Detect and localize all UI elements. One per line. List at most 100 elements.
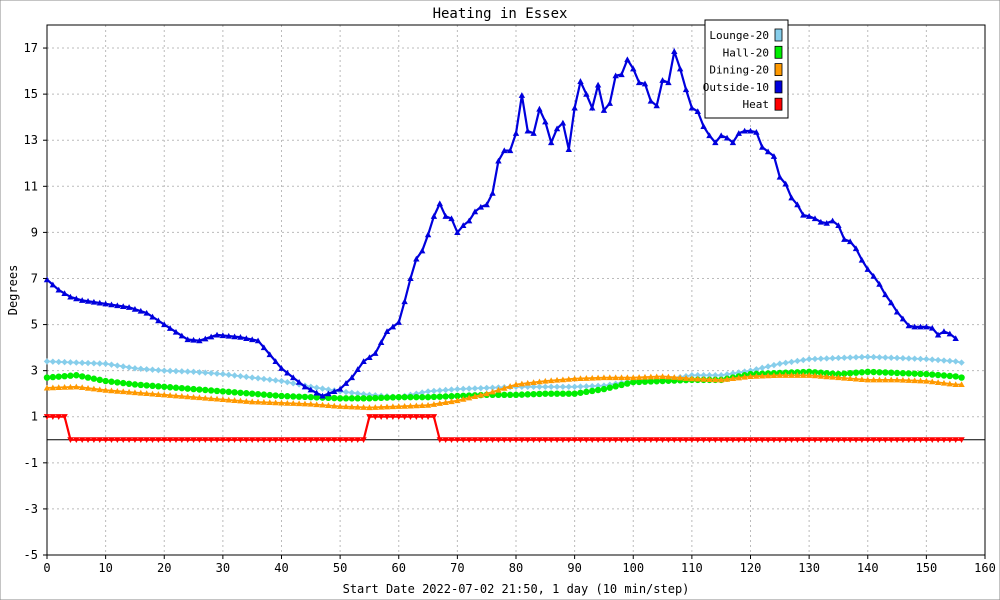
data-point-dining-20 — [858, 376, 866, 382]
data-point-heat — [846, 437, 854, 443]
data-point-heat — [372, 414, 379, 420]
data-point-hall-20 — [131, 381, 139, 388]
y-tick-label: 15 — [24, 87, 38, 101]
data-point-lounge-20 — [342, 388, 350, 396]
data-point-lounge-20 — [864, 353, 871, 361]
y-tick-label: 9 — [31, 225, 38, 239]
data-point-outside-10 — [278, 365, 285, 371]
data-point-outside-10 — [295, 378, 303, 385]
data-point-outside-10 — [536, 105, 543, 112]
data-point-dining-20 — [647, 373, 655, 380]
data-point-outside-10 — [67, 293, 74, 300]
data-point-hall-20 — [899, 369, 907, 377]
data-point-hall-20 — [811, 369, 819, 376]
data-point-dining-20 — [336, 403, 344, 409]
data-point-lounge-20 — [577, 383, 584, 390]
data-point-dining-20 — [929, 378, 936, 385]
data-point-lounge-20 — [155, 366, 162, 374]
data-point-heat — [829, 437, 836, 443]
data-point-dining-20 — [940, 379, 948, 386]
data-point-dining-20 — [213, 395, 221, 402]
data-point-dining-20 — [717, 376, 725, 383]
data-point-dining-20 — [125, 388, 133, 395]
data-point-hall-20 — [641, 378, 649, 385]
data-point-dining-20 — [735, 374, 742, 381]
data-point-heat — [366, 414, 373, 420]
data-point-hall-20 — [73, 372, 80, 379]
data-point-dining-20 — [759, 372, 766, 379]
data-point-outside-10 — [266, 351, 273, 358]
data-point-heat — [471, 437, 479, 443]
data-point-dining-20 — [401, 402, 408, 409]
data-point-outside-10 — [823, 219, 830, 226]
data-point-heat — [565, 437, 572, 443]
data-point-lounge-20 — [190, 368, 197, 376]
data-point-dining-20 — [419, 402, 426, 409]
data-point-outside-10 — [137, 307, 144, 314]
data-point-outside-10 — [794, 201, 801, 208]
y-axis-label: Degrees — [6, 265, 20, 316]
data-point-heat — [465, 437, 473, 443]
data-point-heat — [90, 437, 98, 443]
data-point-hall-20 — [600, 385, 608, 393]
data-point-outside-10 — [770, 153, 778, 159]
data-point-outside-10 — [454, 229, 461, 235]
data-point-heat — [888, 437, 895, 443]
data-point-heat — [225, 437, 232, 443]
data-point-dining-20 — [770, 372, 778, 379]
data-point-dining-20 — [682, 375, 690, 381]
data-point-dining-20 — [565, 375, 572, 382]
data-point-heat — [852, 437, 860, 443]
data-point-hall-20 — [495, 391, 502, 399]
data-point-outside-10 — [84, 298, 92, 304]
data-point-dining-20 — [811, 372, 819, 379]
data-point-outside-10 — [682, 86, 690, 93]
data-point-heat — [354, 437, 361, 443]
data-point-dining-20 — [524, 379, 531, 386]
data-point-heat — [202, 437, 209, 443]
data-point-dining-20 — [741, 373, 748, 380]
data-point-lounge-20 — [553, 383, 561, 390]
data-point-dining-20 — [190, 393, 197, 400]
data-point-outside-10 — [166, 325, 174, 331]
data-point-outside-10 — [776, 173, 784, 180]
data-point-outside-10 — [178, 332, 186, 339]
data-point-heat — [512, 437, 520, 443]
data-point-dining-20 — [671, 374, 678, 380]
data-point-outside-10 — [700, 123, 707, 129]
data-point-dining-20 — [55, 384, 62, 391]
data-point-lounge-20 — [805, 355, 813, 363]
data-point-hall-20 — [49, 373, 57, 381]
data-point-heat — [313, 437, 320, 443]
data-point-outside-10 — [835, 222, 842, 229]
data-point-outside-10 — [125, 304, 133, 310]
data-point-hall-20 — [254, 390, 262, 398]
data-point-heat — [489, 437, 496, 443]
data-point-dining-20 — [377, 403, 385, 410]
data-point-lounge-20 — [946, 357, 954, 365]
data-point-outside-10 — [272, 358, 279, 364]
data-point-heat — [635, 437, 643, 443]
data-point-lounge-20 — [243, 373, 250, 381]
data-point-hall-20 — [952, 373, 959, 380]
data-point-lounge-20 — [536, 383, 543, 390]
data-point-heat — [237, 437, 244, 443]
data-point-dining-20 — [207, 395, 215, 402]
data-point-lounge-20 — [477, 384, 485, 392]
data-point-heat — [547, 437, 555, 443]
legend-swatch-lounge-20 — [774, 28, 783, 42]
data-point-hall-20 — [149, 382, 156, 390]
data-point-heat — [747, 437, 754, 443]
data-point-heat — [155, 437, 162, 443]
data-point-hall-20 — [630, 378, 637, 386]
data-point-dining-20 — [219, 396, 227, 403]
x-tick-label: 140 — [857, 561, 879, 575]
data-point-outside-10 — [671, 48, 678, 55]
data-point-dining-20 — [430, 401, 438, 407]
data-point-outside-10 — [805, 213, 813, 219]
data-point-hall-20 — [120, 379, 127, 387]
data-point-hall-20 — [618, 381, 625, 389]
data-point-hall-20 — [231, 389, 238, 396]
data-point-outside-10 — [336, 385, 344, 392]
data-point-heat — [612, 437, 619, 443]
